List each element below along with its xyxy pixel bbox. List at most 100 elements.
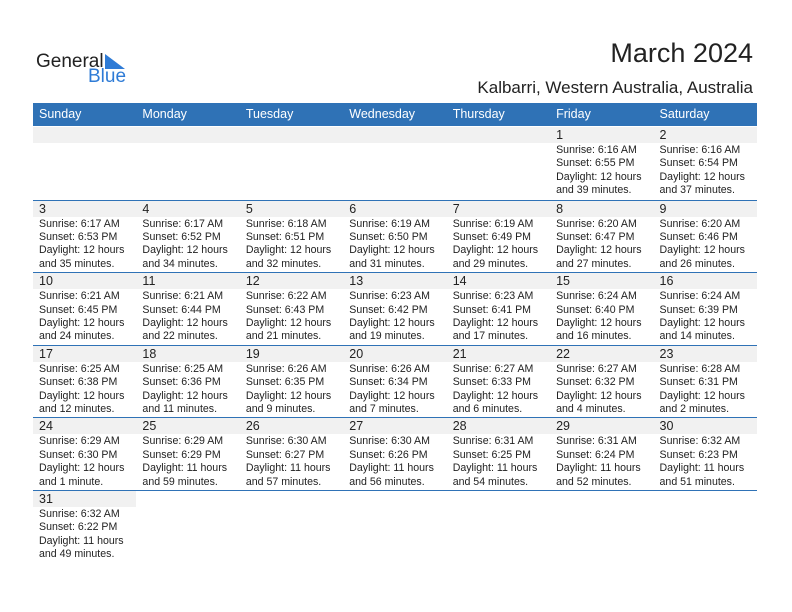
day-number: 21 — [446, 345, 551, 362]
day-cell: 4 Sunrise: 6:17 AM Sunset: 6:52 PM Daylight… — [136, 200, 240, 273]
sunrise-text: Sunrise: 6:20 AM — [556, 217, 637, 230]
day-number: 10 — [33, 273, 137, 290]
sunrise-text: Sunrise: 6:27 AM — [556, 362, 637, 375]
daylight-text: Daylight: 12 hours — [556, 244, 642, 257]
daylight-text: Daylight: 11 hours — [39, 534, 124, 547]
sunrise-text: Sunrise: 6:32 AM — [39, 507, 120, 520]
daylight-text: Daylight: 12 hours — [245, 244, 332, 257]
sunrise-text: Sunrise: 6:19 AM — [452, 217, 534, 230]
daylight-text: Daylight: 12 hours — [39, 317, 125, 329]
day-info: Sunrise: 6:25 AM Sunset: 6:36 PM Daylight:… — [136, 362, 239, 417]
day-cell: 21 Sunrise: 6:27 AM Sunset: 6:33 PM Dayligh… — [446, 345, 551, 418]
day-info: Sunrise: 6:26 AM Sunset: 6:35 PM Daylight:… — [240, 362, 343, 417]
daylight-text: and 31 minutes. — [349, 257, 425, 270]
sunset-text: Sunset: 6:25 PM — [452, 448, 532, 461]
week-row: 24 Sunrise: 6:29 AM Sunset: 6:30 PM Dayligh… — [33, 417, 757, 490]
day-info: Sunrise: 6:21 AM Sunset: 6:45 PM Daylight:… — [33, 289, 136, 344]
sunrise-text: Sunrise: 6:21 AM — [142, 290, 224, 303]
sunset-text: Sunset: 6:36 PM — [142, 376, 221, 389]
day-info: Sunrise: 6:18 AM Sunset: 6:51 PM Daylight:… — [240, 217, 343, 272]
daylight-text: Daylight: 12 hours — [659, 244, 745, 257]
day-cell: 31 Sunrise: 6:32 AM Sunset: 6:22 PM Dayligh… — [33, 490, 137, 563]
day-cell: 13 Sunrise: 6:23 AM Sunset: 6:42 PM Dayligh… — [343, 273, 447, 345]
daylight-text: Daylight: 12 hours — [659, 389, 745, 402]
daylight-text: Daylight: 12 hours — [142, 389, 228, 402]
day-number: 6 — [343, 200, 447, 217]
sunset-text: Sunset: 6:52 PM — [142, 231, 221, 243]
weekday-wednesday: Wednesday — [349, 107, 416, 121]
day-number: 15 — [550, 273, 654, 290]
week-row: 1 Sunrise: 6:16 AM Sunset: 6:55 PM Daylight… — [33, 127, 757, 200]
day-cell: 7 Sunrise: 6:19 AM Sunset: 6:49 PM Daylight… — [446, 200, 551, 273]
empty-cell — [136, 491, 239, 563]
day-number: 3 — [33, 200, 137, 217]
location-subtitle: Kalbarri, Western Australia, Australia — [477, 78, 753, 97]
daylight-text: and 24 minutes. — [39, 330, 115, 343]
sunset-text: Sunset: 6:54 PM — [659, 157, 738, 170]
empty-cell — [343, 491, 446, 563]
weekday-thursday: Thursday — [452, 107, 505, 121]
sunrise-text: Sunrise: 6:25 AM — [39, 362, 120, 375]
empty-cell — [550, 491, 653, 563]
week-row: 3 Sunrise: 6:17 AM Sunset: 6:53 PM Daylight… — [33, 199, 757, 273]
daylight-text: Daylight: 12 hours — [556, 389, 642, 402]
day-cell: 29 Sunrise: 6:31 AM Sunset: 6:24 PM Dayligh… — [550, 418, 654, 490]
day-number: 13 — [343, 273, 447, 290]
day-number: 7 — [446, 200, 551, 217]
daylight-text: and 6 minutes. — [452, 403, 523, 415]
daylight-text: and 2 minutes. — [659, 403, 730, 415]
day-number — [136, 127, 240, 143]
sunset-text: Sunset: 6:32 PM — [556, 376, 635, 389]
day-number: 29 — [550, 418, 654, 435]
day-number: 8 — [550, 200, 654, 217]
day-info: Sunrise: 6:31 AM Sunset: 6:25 PM Daylight:… — [447, 434, 550, 489]
day-number: 1 — [550, 127, 654, 143]
sunrise-text: Sunrise: 6:19 AM — [349, 217, 430, 230]
sunset-text: Sunset: 6:47 PM — [556, 231, 635, 243]
day-cell: 17 Sunrise: 6:25 AM Sunset: 6:38 PM Dayligh… — [33, 345, 137, 418]
sunrise-text: Sunrise: 6:26 AM — [245, 362, 327, 375]
day-cell: 2 Sunrise: 6:16 AM Sunset: 6:54 PM Daylight… — [653, 127, 757, 200]
day-info: Sunrise: 6:28 AM Sunset: 6:31 PM Daylight:… — [654, 362, 757, 417]
daylight-text: Daylight: 11 hours — [142, 462, 228, 475]
sunset-text: Sunset: 6:29 PM — [142, 448, 221, 461]
empty-cell — [239, 127, 344, 200]
daylight-text: Daylight: 12 hours — [452, 389, 539, 402]
daylight-text: Daylight: 12 hours — [349, 317, 435, 329]
day-number: 24 — [33, 418, 137, 435]
sunset-text: Sunset: 6:26 PM — [349, 448, 428, 461]
daylight-text: Daylight: 12 hours — [245, 317, 332, 329]
sunrise-text: Sunrise: 6:23 AM — [349, 290, 430, 303]
daylight-text: and 57 minutes. — [245, 475, 322, 488]
sunrise-text: Sunrise: 6:24 AM — [556, 290, 637, 303]
day-cell: 1 Sunrise: 6:16 AM Sunset: 6:55 PM Daylight… — [550, 127, 654, 200]
daylight-text: and 7 minutes. — [349, 403, 419, 415]
day-cell: 6 Sunrise: 6:19 AM Sunset: 6:50 PM Daylight… — [343, 200, 447, 273]
daylight-text: and 12 minutes. — [39, 403, 115, 415]
day-number — [446, 127, 551, 143]
sunset-text: Sunset: 6:42 PM — [349, 303, 428, 316]
sunset-text: Sunset: 6:51 PM — [245, 231, 325, 243]
sunset-text: Sunset: 6:49 PM — [452, 231, 532, 243]
sunset-text: Sunset: 6:35 PM — [245, 376, 325, 389]
day-cell: 12 Sunrise: 6:22 AM Sunset: 6:43 PM Dayligh… — [239, 273, 344, 345]
daylight-text: and 34 minutes. — [142, 257, 218, 270]
daylight-text: Daylight: 11 hours — [556, 462, 641, 475]
daylight-text: and 32 minutes. — [245, 257, 322, 270]
sunset-text: Sunset: 6:46 PM — [659, 231, 738, 243]
week-row: 17 Sunrise: 6:25 AM Sunset: 6:38 PM Dayligh… — [33, 344, 757, 418]
empty-cell — [447, 491, 550, 563]
sunset-text: Sunset: 6:41 PM — [452, 303, 532, 316]
daylight-text: and 16 minutes. — [556, 330, 632, 343]
day-number: 18 — [136, 345, 240, 362]
day-number: 25 — [136, 418, 240, 435]
day-number: 19 — [239, 345, 344, 362]
day-cell: 11 Sunrise: 6:21 AM Sunset: 6:44 PM Dayligh… — [136, 273, 240, 345]
daylight-text: and 56 minutes. — [349, 475, 425, 488]
daylight-text: and 52 minutes. — [556, 475, 632, 488]
day-info: Sunrise: 6:29 AM Sunset: 6:30 PM Daylight:… — [33, 434, 136, 489]
daylight-text: and 1 minute. — [39, 475, 104, 488]
daylight-text: Daylight: 11 hours — [659, 462, 745, 475]
sunset-text: Sunset: 6:40 PM — [556, 303, 635, 316]
sunrise-text: Sunrise: 6:32 AM — [659, 435, 741, 448]
